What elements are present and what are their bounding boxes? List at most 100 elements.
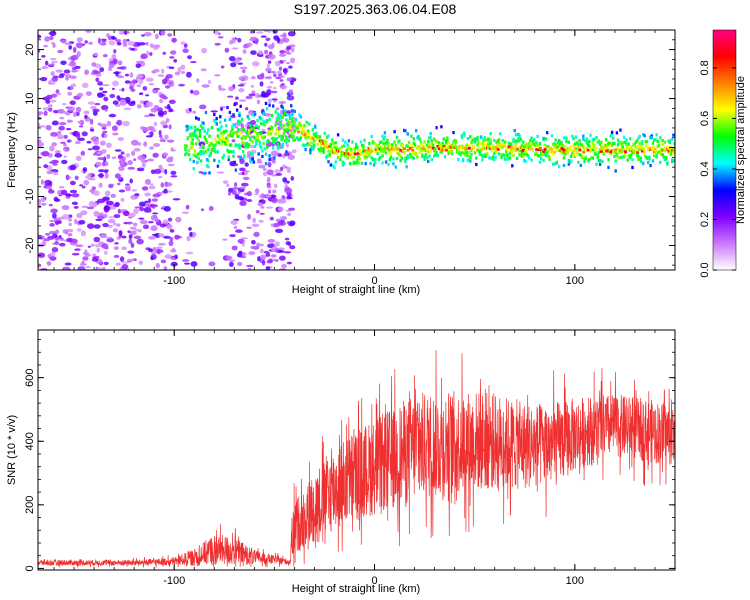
spectrogram-cell xyxy=(290,104,293,108)
spectrogram-cell xyxy=(258,219,264,223)
spectrogram-cell xyxy=(286,45,292,50)
spectrogram-cell xyxy=(216,150,220,154)
spectrogram-cell xyxy=(52,43,56,48)
spectrogram-cell xyxy=(381,147,385,150)
spectrogram-cell xyxy=(63,134,68,139)
spectrogram-cell xyxy=(197,117,200,121)
spectrogram-cell xyxy=(239,131,242,135)
spectrogram-cell xyxy=(127,160,133,166)
spectrogram-cell xyxy=(461,147,465,150)
spectrogram-cell xyxy=(131,189,137,192)
spectrogram-cell xyxy=(640,142,644,146)
spectrogram-cell xyxy=(616,138,620,142)
spectrogram-cell xyxy=(235,96,239,100)
spectrogram-cell xyxy=(84,254,92,257)
spectrogram-cell xyxy=(387,142,390,146)
spectrogram-cell xyxy=(306,129,310,133)
spectrogram-cell xyxy=(308,142,311,146)
spectrogram-cell xyxy=(637,157,640,161)
spectrogram-cell xyxy=(93,140,100,145)
spectrogram-cell xyxy=(215,122,218,126)
spectrogram-cell xyxy=(241,171,245,175)
spectrogram-cell xyxy=(277,153,282,157)
spectrogram-cell xyxy=(274,110,277,114)
spectrogram-cell xyxy=(509,149,513,153)
spectrogram-cell xyxy=(237,190,241,195)
spectrogram-cell xyxy=(152,87,161,91)
spectrogram-cell xyxy=(475,162,478,167)
spectrogram-cell xyxy=(661,142,664,146)
spectrogram-cell xyxy=(482,145,486,149)
spectrogram-cell xyxy=(104,172,109,179)
spectrogram-cell xyxy=(85,91,92,96)
spectrogram-cell xyxy=(185,128,188,133)
spectrogram-cell xyxy=(661,153,664,157)
spectrogram-cell xyxy=(476,138,479,142)
spectrogram-cell xyxy=(281,142,284,146)
spectrogram-cell xyxy=(222,238,228,241)
spectrogram-cell xyxy=(427,150,430,154)
spectrogram-cell xyxy=(267,176,271,183)
spectrogram-cell xyxy=(672,133,675,137)
spectrogram-cell xyxy=(400,156,403,160)
spectrogram-cell xyxy=(476,136,479,140)
spectrogram-cell xyxy=(51,77,58,82)
spectrogram-cell xyxy=(565,139,568,144)
spectrogram-cell xyxy=(136,238,144,245)
spectrogram-cell xyxy=(227,95,234,98)
spectrogram-cell xyxy=(76,37,83,43)
spectrogram-cell xyxy=(116,41,122,46)
spectrogram-cell xyxy=(71,193,80,198)
spectrogram-cell xyxy=(272,30,278,34)
spectrogram-cell xyxy=(193,149,197,153)
spectrogram-cell xyxy=(374,157,377,162)
spectrogram-cell xyxy=(278,221,287,226)
spectrogram-cell xyxy=(167,163,175,167)
spectrogram-cell xyxy=(235,134,239,138)
spectrogram-cell xyxy=(137,155,146,161)
spectrogram-cell xyxy=(220,131,223,135)
spectrogram-cell xyxy=(535,140,538,145)
spectrogram-cell xyxy=(159,98,164,104)
spectrogram-cell xyxy=(278,101,287,104)
spectrogram-cell xyxy=(566,146,569,151)
spectrogram-cell xyxy=(439,144,442,148)
spectrogram-cell xyxy=(267,98,272,104)
spectrogram-cell xyxy=(45,60,49,66)
spectrogram-cell xyxy=(153,68,160,73)
spectrogram-cell xyxy=(591,141,595,145)
spectrogram-cell xyxy=(234,58,240,65)
spectrogram-cell xyxy=(406,148,410,152)
spectrogram-cell xyxy=(257,126,260,130)
spectrogram-cell xyxy=(169,56,175,59)
spectrogram-cell xyxy=(67,232,73,237)
spectrogram-cell xyxy=(66,228,74,233)
spectrogram-cell xyxy=(567,149,571,152)
spectrogram-cell xyxy=(94,102,101,106)
spectrogram-cell xyxy=(231,139,236,143)
spectrogram-cell xyxy=(369,147,372,151)
spectrogram-cell xyxy=(57,216,65,220)
spectrogram-cell xyxy=(249,158,252,162)
spectrogram-cell xyxy=(643,134,646,138)
spectrogram-cell xyxy=(582,134,585,138)
spectrogram-cell xyxy=(284,166,288,169)
spectrogram-cell xyxy=(229,130,233,134)
spectrogram-cell xyxy=(407,140,411,144)
spectrogram-cell xyxy=(184,153,187,157)
spectrogram-cell xyxy=(627,146,631,151)
spectrogram-cell xyxy=(243,155,246,159)
spectrogram-cell xyxy=(278,66,283,71)
spectrogram-cell xyxy=(50,93,58,98)
spectrogram-cell xyxy=(50,99,57,103)
spectrogram-cell xyxy=(547,144,550,148)
spectrogram-cell xyxy=(485,144,489,148)
spectrogram-cell xyxy=(70,83,77,88)
spectrogram-cell xyxy=(76,51,81,57)
spectrogram-cell xyxy=(518,134,521,138)
spectrogram-cell xyxy=(195,116,198,120)
spectrogram-cell xyxy=(258,164,266,169)
spectrogram-cell xyxy=(532,138,536,142)
spectrogram-cell xyxy=(121,264,129,270)
spectrogram-cell xyxy=(276,147,280,151)
